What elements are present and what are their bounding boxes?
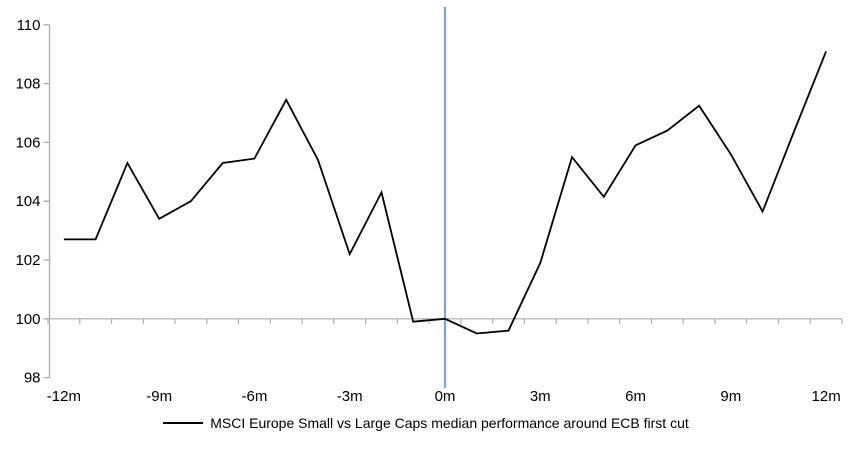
x-axis-label: -3m	[337, 388, 363, 405]
x-axis-label: 0m	[435, 388, 456, 405]
y-axis-label: 110	[17, 17, 41, 34]
y-axis-label: 98	[24, 370, 41, 387]
y-axis-label: 100	[15, 311, 40, 328]
x-axis-label: 12m	[812, 388, 841, 405]
x-axis-label: 6m	[625, 388, 646, 405]
legend: MSCI Europe Small vs Large Caps median p…	[0, 415, 852, 431]
y-axis-label: 104	[15, 193, 40, 210]
series-line	[63, 50, 827, 335]
y-axis-label: 108	[15, 76, 40, 93]
legend-label: MSCI Europe Small vs Large Caps median p…	[210, 415, 689, 431]
legend-line-swatch	[163, 422, 204, 424]
x-axis-label: -6m	[242, 388, 268, 405]
y-axis-label: 106	[15, 134, 40, 151]
x-axis-label: -9m	[146, 388, 172, 405]
x-axis-label: 3m	[530, 388, 551, 405]
x-axis-label: 9m	[720, 388, 741, 405]
x-axis-label: -12m	[47, 388, 81, 405]
y-axis-label: 102	[15, 252, 40, 269]
